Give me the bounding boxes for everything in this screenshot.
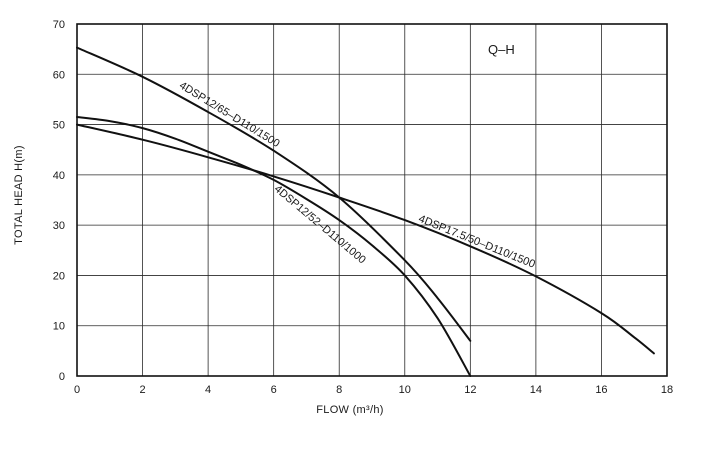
y-tick-label: 0 [59,371,65,383]
y-tick-label: 20 [53,270,65,282]
x-tick-label: 2 [139,384,145,396]
y-tick-label: 70 [53,19,65,31]
plot-frame [76,23,668,377]
y-tick-label: 30 [53,220,65,232]
curve-4dsp12-65 [76,46,472,342]
curve-4dsp17-5-50 [76,123,655,355]
x-tick-label: 10 [399,384,411,396]
x-tick-label: 4 [205,384,211,396]
curve-4dsp12-52 [76,116,472,377]
y-tick-label: 10 [53,321,65,333]
x-tick-label: 6 [271,384,277,396]
y-tick-label: 40 [53,170,65,182]
curve-label: 4DSP17.5/50–D110/1500 [417,213,537,271]
grid [77,24,667,376]
y-tick-label: 60 [53,69,65,81]
curve-label: 4DSP12/52–D110/1000 [272,183,368,266]
x-tick-label: 14 [530,384,542,396]
x-tick-label: 16 [595,384,607,396]
x-tick-label: 12 [464,384,476,396]
x-tick-labels: 0 2 4 6 8 10 12 14 16 18 [74,384,673,396]
x-tick-label: 0 [74,384,80,396]
performance-curves [76,46,655,377]
x-axis-title: FLOW (m³/h) [316,404,383,416]
curve-label: 4DSP12/65–D110/1500 [177,80,282,151]
x-tick-label: 8 [336,384,342,396]
y-tick-labels: 0 10 20 30 40 50 60 70 [53,19,65,383]
panel-label: Q–H [488,42,515,57]
y-tick-label: 50 [53,120,65,132]
y-axis-title: TOTAL HEAD H(m) [13,145,25,245]
x-tick-label: 18 [661,384,673,396]
